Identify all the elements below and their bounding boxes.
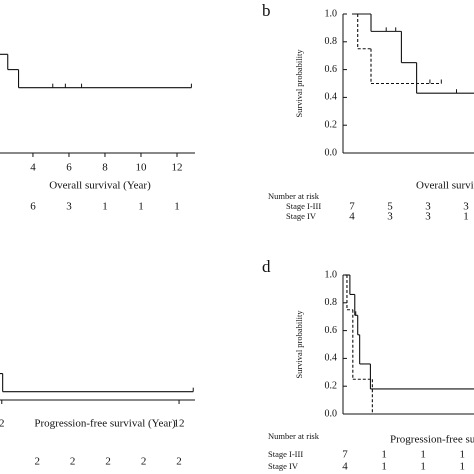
- risk-count: 1: [420, 449, 426, 461]
- x-axis-title: Overall survival (Year): [49, 180, 151, 192]
- x-tick-label: 6: [66, 162, 72, 174]
- risk-count: 1: [463, 211, 469, 223]
- panel-label: d: [262, 257, 271, 276]
- risk-row-name: Stage IV: [268, 461, 299, 471]
- risk-count: 2: [176, 456, 182, 468]
- risk-row-name: Stage IV: [286, 211, 317, 221]
- y-tick-label: 0.8: [325, 297, 338, 308]
- x-tick-label: 10: [135, 162, 147, 174]
- risk-count: 3: [66, 201, 72, 213]
- risk-count: 1: [381, 461, 387, 473]
- risk-count: 7: [349, 201, 355, 213]
- y-tick-label: 1.0: [325, 8, 338, 19]
- risk-count: 1: [174, 201, 180, 213]
- risk-count: 1: [138, 201, 144, 213]
- risk-count: 1: [381, 449, 387, 461]
- y-tick-label: 0.4: [325, 353, 338, 364]
- risk-count: 7: [342, 449, 348, 461]
- y-tick-label: 0.0: [325, 408, 338, 419]
- risk-table-title: Number at risk: [268, 431, 320, 441]
- x-axis-title: Overall surviva: [416, 180, 474, 192]
- risk-table-title: Number at risk: [268, 191, 320, 201]
- risk-count: 3: [425, 211, 431, 223]
- y-tick-label: 0.4: [325, 92, 338, 103]
- x-tick-label: 4: [30, 162, 36, 174]
- x-tick-label: 2: [0, 418, 5, 430]
- panel-label: b: [262, 1, 271, 20]
- risk-row-name: Stage I-III: [286, 201, 321, 211]
- risk-count: 2: [105, 456, 111, 468]
- x-axis-title: Progression-free survival (Year): [34, 418, 176, 430]
- x-tick-label: 12: [171, 162, 182, 174]
- x-tick-label: 8: [102, 162, 108, 174]
- y-axis-title: Survival probability: [294, 49, 304, 118]
- risk-count: 1: [460, 461, 466, 473]
- risk-count: 1: [420, 461, 426, 473]
- risk-count: 2: [34, 456, 40, 468]
- y-tick-label: 0.6: [325, 64, 338, 75]
- y-tick-label: 0.0: [325, 147, 338, 158]
- y-tick-label: 0.2: [325, 380, 338, 391]
- y-tick-label: 1.0: [325, 269, 338, 280]
- risk-count: 3: [425, 201, 431, 213]
- risk-count: 3: [387, 211, 393, 223]
- y-tick-label: 0.2: [325, 119, 338, 130]
- risk-count: 4: [342, 461, 348, 473]
- risk-count: 1: [102, 201, 108, 213]
- risk-count: 5: [387, 201, 393, 213]
- y-tick-label: 0.8: [325, 36, 338, 47]
- risk-count: 6: [30, 201, 36, 213]
- x-tick-label: 12: [174, 418, 185, 430]
- risk-count: 4: [349, 211, 355, 223]
- y-tick-label: 0.6: [325, 325, 338, 336]
- y-axis-title: Survival probability: [294, 310, 304, 379]
- risk-count: 2: [141, 456, 147, 468]
- risk-count: 3: [463, 201, 469, 213]
- risk-count: 1: [460, 449, 466, 461]
- risk-count: 2: [70, 456, 76, 468]
- risk-row-name: Stage I-III: [268, 449, 303, 459]
- x-axis-title: Progression-free survi: [390, 434, 474, 446]
